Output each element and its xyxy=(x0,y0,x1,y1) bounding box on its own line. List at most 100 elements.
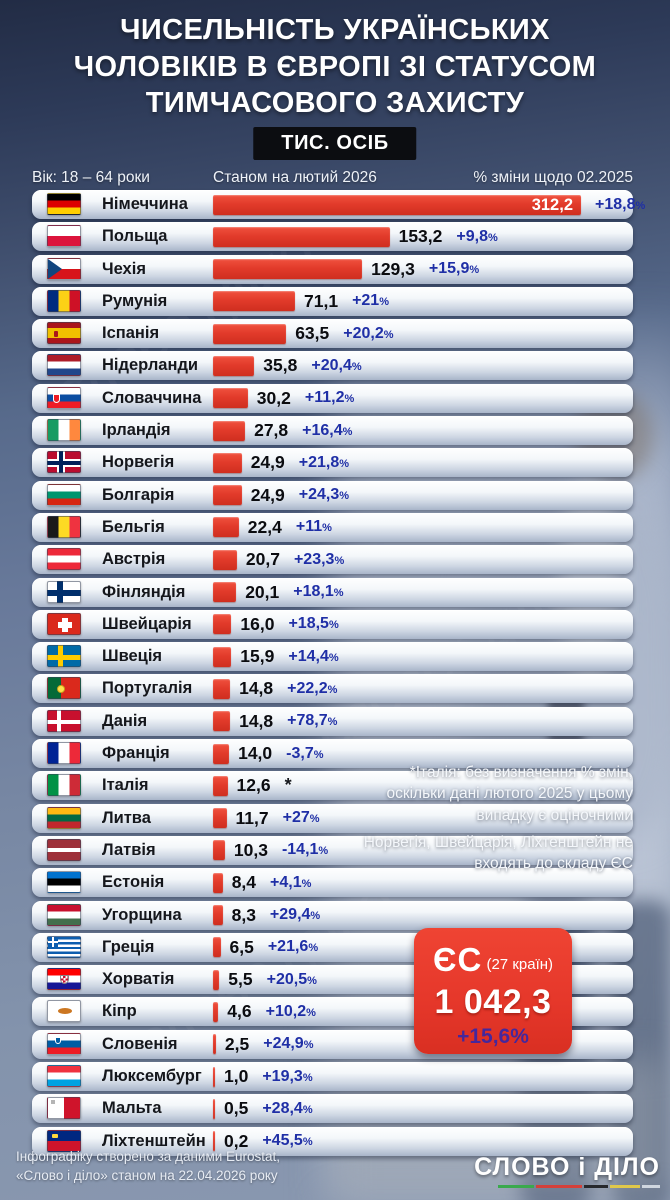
country-flag-icon xyxy=(47,871,81,894)
country-name: Франція xyxy=(102,744,170,763)
value-bar xyxy=(213,840,225,861)
country-name: Чехія xyxy=(102,259,146,278)
change-label: -3,7% xyxy=(286,744,324,762)
value-label: 15,9 xyxy=(240,646,275,667)
bar-zone: 27,8 +16,4% xyxy=(213,416,627,445)
country-flag-icon xyxy=(47,193,81,215)
country-flag-icon xyxy=(47,386,81,409)
value-bar xyxy=(213,452,242,473)
country-flag-icon xyxy=(47,709,81,732)
country-name: Кіпр xyxy=(102,1002,137,1021)
country-name: Ліхтенштейн xyxy=(102,1131,206,1150)
bar-zone: 63,5 +20,2% xyxy=(213,319,627,348)
value-label: 14,0 xyxy=(238,743,273,764)
value-bar xyxy=(213,1066,215,1087)
change-label: +24,9% xyxy=(263,1035,314,1053)
value-label: 153,2 xyxy=(398,226,443,247)
value-label: 8,3 xyxy=(231,904,256,925)
value-bar xyxy=(213,711,231,732)
change-label: +4,1% xyxy=(270,873,312,891)
change-label: +20,2% xyxy=(343,324,394,342)
bar-zone: 14,8 +22,2% xyxy=(213,674,627,703)
change-label: +29,4% xyxy=(269,906,321,924)
value-label: 8,4 xyxy=(231,872,257,893)
value-bar xyxy=(213,259,363,280)
country-name: Фінляндія xyxy=(102,582,186,601)
value-label: 11,7 xyxy=(235,807,269,828)
country-row: Швеція 15,9 +14,4% xyxy=(32,642,633,672)
country-name: Італія xyxy=(102,776,149,795)
change-label: +18,1% xyxy=(293,583,344,601)
value-label: 63,5 xyxy=(295,323,330,344)
change-label: -14,1% xyxy=(281,841,329,859)
country-flag-icon xyxy=(47,1032,81,1055)
bar-zone: 12,6 * xyxy=(213,771,627,800)
country-flag-icon xyxy=(47,806,81,829)
eu-total-header: ЄС (27 країн) xyxy=(414,941,572,979)
bar-zone: 8,4 +4,1% xyxy=(213,868,627,897)
value-bar xyxy=(213,1001,219,1022)
bar-zone: 1,0 +19,3% xyxy=(213,1062,627,1091)
column-header-change: % зміни щодо 02.2025 xyxy=(473,169,633,186)
country-flag-icon xyxy=(47,1000,81,1023)
change-label: +10,2% xyxy=(265,1002,316,1020)
country-flag-icon xyxy=(47,968,81,991)
country-row: Ліхтенштейн 0,2 +45,5% xyxy=(32,1126,633,1156)
value-bar xyxy=(213,614,232,635)
bar-zone: 24,9 +21,8% xyxy=(213,448,627,477)
country-name: Польща xyxy=(102,227,168,246)
country-flag-icon xyxy=(47,935,81,958)
brand-logo-text: СЛОВО і ДІЛО xyxy=(474,1153,660,1181)
bar-zone: 11,7 +27% xyxy=(213,804,627,833)
country-row: Італія 12,6 * xyxy=(32,771,633,801)
country-row: Данія 14,8 +78,7% xyxy=(32,706,633,736)
value-bar xyxy=(213,678,231,699)
country-flag-icon xyxy=(47,322,81,345)
bar-zone: 4,6 +10,2% xyxy=(213,997,627,1026)
change-label: +9,8% xyxy=(456,227,498,245)
brand-underline-segment xyxy=(642,1185,660,1188)
change-label: +21,8% xyxy=(298,453,350,471)
country-flag-icon xyxy=(47,1129,81,1152)
eu-sublabel: (27 країн) xyxy=(486,956,554,973)
value-bar xyxy=(213,355,255,376)
bar-zone: 20,1 +18,1% xyxy=(213,578,627,607)
value-label: 35,8 xyxy=(263,355,298,376)
country-row: Естонія 8,4 +4,1% xyxy=(32,868,633,898)
country-rows: Німеччина 312,2 +18,8% Польща 153,2 +9,8… xyxy=(32,190,645,1159)
note-non-eu: Норвегія, Швейцарія, Ліхтенштейн не вход… xyxy=(363,834,633,873)
value-label: 129,3 xyxy=(371,258,415,279)
change-label: +20,5% xyxy=(266,970,317,988)
country-flag-icon xyxy=(47,645,81,668)
country-flag-icon xyxy=(47,354,81,377)
country-flag-icon xyxy=(47,774,81,797)
change-label: +21,6% xyxy=(267,938,319,956)
country-flag-icon xyxy=(47,483,81,506)
value-label: 24,9 xyxy=(250,484,285,505)
country-row: Португалія 14,8 +22,2% xyxy=(32,674,633,704)
brand-underline-segment xyxy=(498,1185,534,1188)
country-row: Угорщина 8,3 +29,4% xyxy=(32,900,633,930)
bar-zone: 8,3 +29,4% xyxy=(213,901,627,930)
value-label: 4,6 xyxy=(227,1001,252,1022)
country-name: Латвія xyxy=(102,840,156,859)
country-name: Швеція xyxy=(102,647,163,666)
value-bar xyxy=(213,808,227,829)
country-row: Франція 14,0 -3,7% xyxy=(32,739,633,769)
value-bar xyxy=(213,775,228,796)
country-flag-icon xyxy=(47,289,81,312)
column-header-age: Вік: 18 – 64 роки xyxy=(32,169,150,186)
change-label: +11% xyxy=(295,518,332,536)
country-name: Болгарія xyxy=(102,485,175,504)
value-label: 5,5 xyxy=(228,969,253,990)
country-row: Болгарія 24,9 +24,3% xyxy=(32,480,633,510)
country-row: Румунія 71,1 +21% xyxy=(32,286,633,316)
country-name: Люксембург xyxy=(102,1067,202,1086)
value-bar xyxy=(213,420,246,441)
country-row: Іспанія 63,5 +20,2% xyxy=(32,319,633,349)
source-credit: Інфографіку створено за даними Eurostat,… xyxy=(16,1149,281,1184)
change-label: * xyxy=(284,775,292,796)
country-name: Швейцарія xyxy=(102,614,192,633)
value-label: 16,0 xyxy=(240,613,275,634)
column-header-as-of: Станом на лютий 2026 xyxy=(213,169,377,186)
